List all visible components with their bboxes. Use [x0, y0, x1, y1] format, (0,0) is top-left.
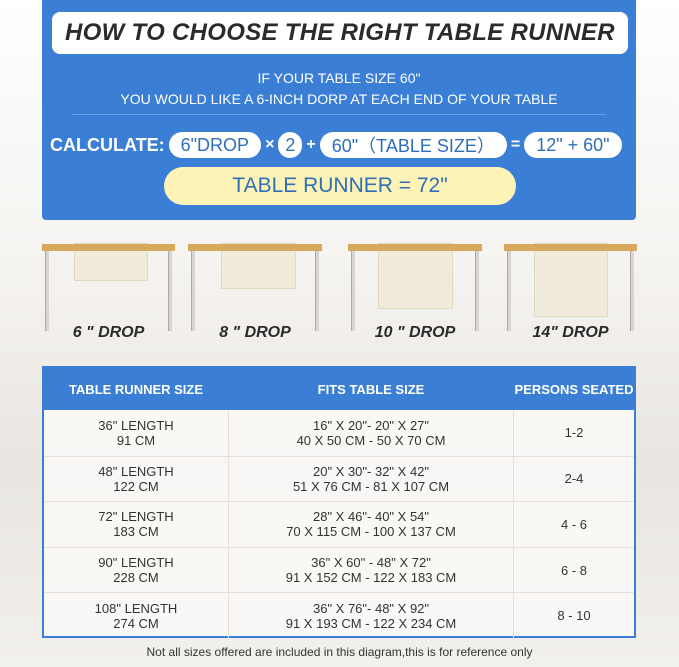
table-leg [191, 251, 195, 331]
persons-cell: 2-4 [564, 471, 584, 487]
size-inches: 90" LENGTH [98, 555, 174, 571]
fits-cell: 28" X 46"- 40" X 54" 70 X 115 CM - 100 X … [228, 502, 514, 547]
fits-inches: 16" X 20"- 20" X 27" [312, 417, 430, 433]
table-row: 108" LENGTH 274 CM 36" X 76"- 48" X 92" 91… [44, 592, 634, 638]
header-fits-table: FITS TABLE SIZE [317, 381, 425, 397]
intro-line: YOU WOULD LIKE A 6-INCH DORP AT EACH END… [120, 91, 558, 107]
size-cm: 228 CM [113, 570, 159, 586]
size-cm: 91 CM [116, 432, 156, 448]
size-table: TABLE RUNNER SIZE FITS TABLE SIZE PERSON… [42, 366, 636, 638]
runner-size-cell: 36" LENGTH 91 CM [44, 418, 228, 448]
calc-label: CALCULATE: [50, 134, 165, 155]
result-pill: TABLE RUNNER = 72" [164, 167, 516, 205]
persons-cell: 1-2 [564, 425, 584, 441]
fits-inches: 20" X 30"- 32" X 42" [312, 463, 430, 479]
drop-illustration-6: 6 " DROP [42, 240, 175, 352]
drop-label: 14" DROP [532, 324, 609, 341]
tabletop [348, 244, 482, 251]
divider [72, 114, 606, 115]
drop-label: 10 " DROP [374, 324, 456, 341]
size-inches: 36" LENGTH [98, 417, 174, 433]
footnote: Not all sizes offered are included in th… [146, 645, 533, 659]
fits-cell: 36" X 76"- 48" X 92" 91 X 193 CM - 122 X … [228, 593, 514, 638]
table-header: TABLE RUNNER SIZE FITS TABLE SIZE PERSON… [44, 368, 634, 410]
drop-label: 8 " DROP [219, 324, 291, 341]
tabletop [504, 244, 637, 251]
table-row: 90" LENGTH 228 CM 36" X 60" - 48" X 72" 91… [44, 546, 634, 593]
drop-pill: 6"DROP [168, 132, 262, 158]
drop-label: 6 " DROP [72, 324, 145, 341]
fits-inches: 28" X 46"- 40" X 54" [312, 509, 430, 525]
runner-size-cell: 90" LENGTH 228 CM [44, 555, 228, 585]
table-leg [168, 251, 172, 331]
size-inches: 48" LENGTH [98, 463, 174, 479]
table-leg [315, 251, 319, 331]
intro-text: IF YOUR TABLE SIZE 60" YOU WOULD LIKE A … [42, 68, 636, 110]
drop-illustration-10: 10 " DROP [348, 240, 482, 352]
runner-image [378, 243, 453, 309]
fits-cell: 36" X 60" - 48" X 72" 91 X 152 CM - 122 X… [228, 547, 514, 593]
table-row: 36" LENGTH 91 CM 16" X 20"- 20" X 27" 40 X… [44, 410, 634, 456]
fits-inches: 36" X 60" - 48" X 72" [311, 555, 431, 571]
persons-cell: 8 - 10 [557, 608, 591, 624]
fits-cm: 91 X 152 CM - 122 X 183 CM [285, 570, 457, 586]
persons-cell: 6 - 8 [560, 562, 587, 578]
fits-cm: 91 X 193 CM - 122 X 234 CM [285, 615, 457, 631]
header-runner-size: TABLE RUNNER SIZE [68, 381, 204, 397]
fits-cm: 40 X 50 CM - 50 X 70 CM [296, 432, 446, 448]
tabletop [42, 244, 175, 251]
calculation-panel: HOW TO CHOOSE THE RIGHT TABLE RUNNER IF … [42, 0, 636, 220]
times-sign: × [265, 136, 275, 153]
table-leg [507, 251, 511, 331]
size-cm: 122 CM [113, 478, 159, 494]
drop-illustration-8: 8 " DROP [188, 240, 322, 352]
runner-image [534, 243, 608, 317]
sum-pill: 12" + 60" [524, 132, 622, 158]
runner-size-cell: 72" LENGTH 183 CM [44, 509, 228, 539]
size-inches: 108" LENGTH [94, 600, 178, 616]
header-persons: PERSONS SEATED [514, 381, 634, 397]
table-leg [630, 251, 634, 331]
size-cm: 183 CM [113, 524, 159, 540]
calculation-row: CALCULATE: 6"DROP × 2 + 60"（TABLE SIZE） … [50, 132, 622, 158]
plus-sign: + [306, 136, 316, 153]
table-leg [45, 251, 49, 331]
persons-cell: 4 - 6 [560, 516, 587, 532]
drop-illustration-14: 14" DROP [504, 240, 637, 352]
fits-inches: 36" X 76"- 48" X 92" [312, 600, 430, 616]
fits-cell: 16" X 20"- 20" X 27" 40 X 50 CM - 50 X 70… [228, 410, 514, 456]
tabletop [188, 244, 322, 251]
fits-cell: 20" X 30"- 32" X 42" 51 X 76 CM - 81 X 10… [228, 456, 514, 502]
runner-size-cell: 48" LENGTH 122 CM [44, 464, 228, 494]
page-title: HOW TO CHOOSE THE RIGHT TABLE RUNNER [52, 12, 628, 54]
size-cm: 274 CM [113, 615, 159, 631]
table-size-pill: 60"（TABLE SIZE） [319, 132, 507, 158]
table-leg [475, 251, 479, 331]
runner-size-cell: 108" LENGTH 274 CM [44, 601, 228, 631]
intro-line: IF YOUR TABLE SIZE 60" [257, 70, 421, 86]
multiplier-pill: 2 [278, 132, 303, 158]
fits-cm: 51 X 76 CM - 81 X 107 CM [292, 478, 450, 494]
table-row: 72" LENGTH 183 CM 28" X 46"- 40" X 54" 70 … [44, 501, 634, 547]
size-inches: 72" LENGTH [98, 509, 174, 525]
fits-cm: 70 X 115 CM - 100 X 137 CM [286, 524, 456, 540]
table-leg [351, 251, 355, 331]
equals-sign: = [510, 136, 521, 153]
table-row: 48" LENGTH 122 CM 20" X 30"- 32" X 42" 51 … [44, 455, 634, 502]
